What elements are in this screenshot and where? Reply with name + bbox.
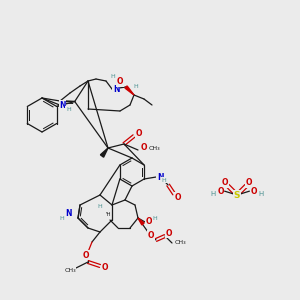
Text: H: H [66,107,71,112]
Text: H: H [210,191,215,197]
Polygon shape [125,86,134,95]
Text: N: N [113,85,119,94]
Polygon shape [100,148,108,157]
Text: H: H [111,74,116,79]
Text: H: H [162,178,167,182]
Text: O: O [217,187,224,196]
Text: N: N [157,172,164,182]
Text: H: H [134,85,138,89]
Text: S: S [234,190,240,200]
Text: O: O [175,193,181,202]
Text: H: H [153,217,158,221]
Text: O: O [148,230,154,239]
Text: O: O [141,143,147,152]
Text: O: O [166,229,172,238]
Text: N: N [66,209,72,218]
Text: O: O [117,77,123,86]
Text: O: O [222,178,228,187]
Text: O: O [250,187,257,196]
Polygon shape [138,218,144,225]
Text: CH₃: CH₃ [174,241,186,245]
Text: H: H [259,191,264,197]
Text: O: O [102,263,108,272]
Text: O: O [83,250,89,260]
Text: 'H: 'H [105,212,111,217]
Text: O: O [246,178,252,187]
Text: CH₃: CH₃ [148,146,160,151]
Text: CH₃: CH₃ [64,268,76,272]
Text: H: H [98,205,102,209]
Text: O: O [146,218,152,226]
Text: N: N [59,101,66,110]
Text: H: H [60,217,64,221]
Text: O: O [136,128,142,137]
